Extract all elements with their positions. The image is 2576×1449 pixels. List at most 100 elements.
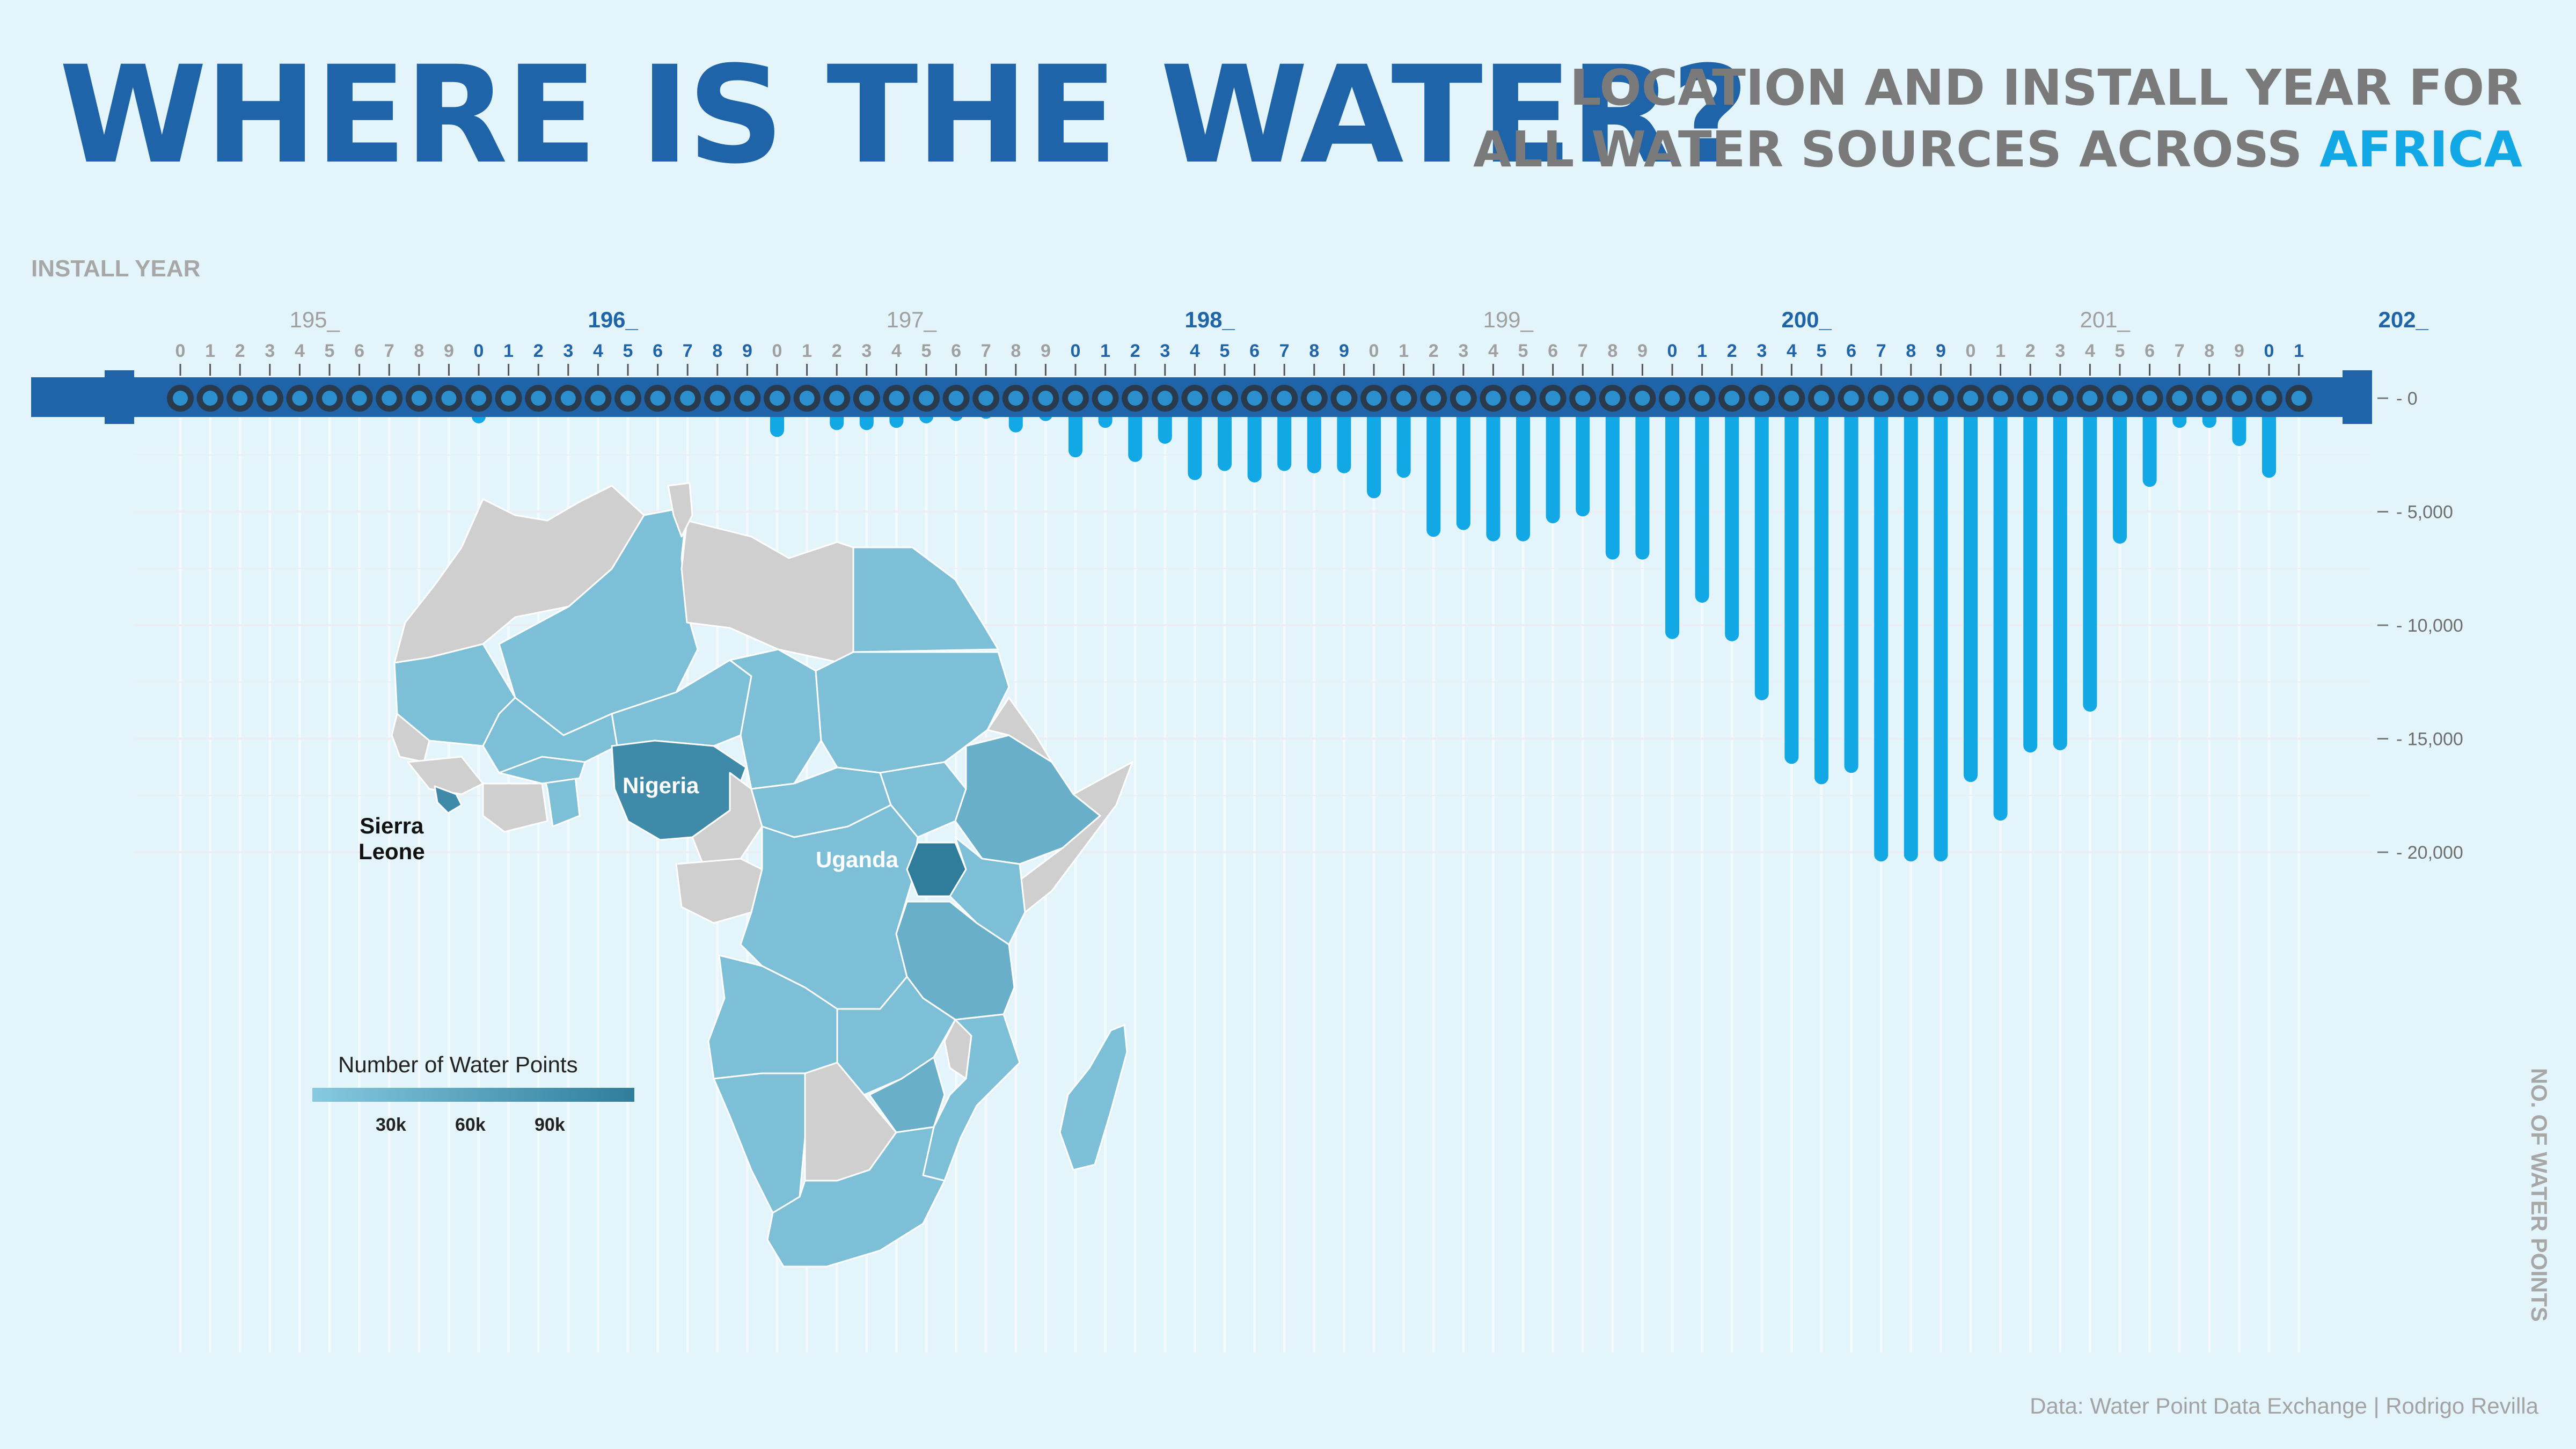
pipe-node-inner [202,391,218,406]
x-tick-label: 7 [683,341,693,361]
pipe-node-inner [1068,391,1083,406]
x-tick-label: 1 [802,341,812,361]
pipe-node-inner [2023,391,2038,406]
pipe-node-inner [173,391,188,406]
x-tick-label: 9 [742,341,752,361]
x-tick-label: 4 [891,341,902,361]
x-tick-label: 4 [295,341,305,361]
map-legend-tick: 90k [535,1115,565,1135]
map-country-somalia [1019,761,1133,913]
map-label-sierra-line-2: Leone [358,839,425,865]
pipe-node-inner [411,391,427,406]
x-tick-label: 9 [1936,341,1946,361]
x-tick-label: 3 [1160,341,1170,361]
x-tick-label: 6 [354,341,364,361]
subtitle-line-1: LOCATION AND INSTALL YEAR FOR [1570,59,2522,116]
x-tick-label: 8 [414,341,424,361]
pipe-node-inner [1605,391,1620,406]
map-country-tunisia [667,482,693,538]
map-label-nigeria: Nigeria [623,773,699,798]
pipe-node-inner [501,391,516,406]
x-tick-label: 6 [1249,341,1260,361]
x-tick-label: 2 [235,341,245,361]
x-tick-label: 5 [325,341,335,361]
subtitle-highlight-africa: AFRICA [2319,121,2522,178]
x-tick-label: 0 [1667,341,1678,361]
source-caption: Data: Water Point Data Exchange | Rodrig… [2030,1393,2538,1418]
pipe-node-inner [889,391,904,406]
x-tick-label: 9 [1339,341,1349,361]
pipe-node-inner [590,391,606,406]
pipe-node-inner [1903,391,1919,406]
x-tick-label: 3 [2055,341,2065,361]
x-tick-label: 8 [2204,341,2214,361]
pipe-node-inner [262,391,277,406]
y-tick-label: - 5,000 [2396,502,2453,523]
pipe-node-inner [620,391,635,406]
x-tick-label: 8 [1607,341,1618,361]
y-axis-title: NO. OF WATER POINTS [2527,1068,2552,1322]
x-tick-label: 5 [1817,341,1827,361]
subtitle-prefix: ALL WATER SOURCES ACROSS [1473,121,2320,178]
x-tick-label: 0 [175,341,186,361]
pipe-node-inner [1694,391,1710,406]
pipe-node-inner [2291,391,2307,406]
map-country-eritrea [986,697,1053,763]
x-tick-label: 7 [1279,341,1290,361]
pipe-node-inner [1426,391,1441,406]
map-country-ivory-coast [482,782,548,833]
x-tick-label: 7 [384,341,394,361]
y-tick-label: - 0 [2396,389,2418,409]
pipe-node-inner [2172,391,2187,406]
pipe-node-inner [919,391,934,406]
pipe-node-inner [1157,391,1173,406]
pipe-node-inner [1545,391,1561,406]
x-tick-label: 1 [1995,341,2006,361]
pipe-node-inner [1336,391,1352,406]
pipe-node-inner [2231,391,2247,406]
pipe-node-inner [740,391,755,406]
pipe-node-inner [232,391,248,406]
pipe-node-inner [680,391,696,406]
pipe-node-inner [1843,391,1859,406]
pipe-node-inner [829,391,845,406]
pipe-coupling-right [2343,370,2372,424]
decade-label: 200_ [1781,307,1832,332]
x-tick-label: 0 [2264,341,2274,361]
x-tick-label: 0 [1966,341,1976,361]
pipe-node-inner [441,391,457,406]
decade-label: 198_ [1184,307,1235,332]
x-tick-label: 3 [265,341,275,361]
pipe-node-inner [322,391,337,406]
x-tick-label: 0 [1369,341,1379,361]
x-tick-label: 5 [2115,341,2125,361]
map-legend-title: Number of Water Points [338,1052,578,1077]
decade-label: 197_ [886,307,936,332]
pipe-node-inner [382,391,397,406]
x-tick-label: 7 [1876,341,1886,361]
pipe-node-inner [859,391,874,406]
map-country-south-africa [766,1126,946,1268]
pipe-node-inner [531,391,546,406]
pipe-node-inner [471,391,486,406]
pipe-node-inner [1306,391,1322,406]
pipe-node-inner [1485,391,1501,406]
x-tick-label: 8 [1309,341,1319,361]
pipe-node-inner [2262,391,2277,406]
x-tick-label: 1 [1399,341,1409,361]
pipe-node-inner [770,391,785,406]
x-tick-label: 2 [533,341,544,361]
x-tick-label: 9 [2234,341,2244,361]
x-tick-label: 3 [1458,341,1468,361]
x-tick-label: 3 [861,341,872,361]
pipe-node-inner [1217,391,1232,406]
pipe-node-inner [1814,391,1829,406]
map-country-guinea [407,756,484,795]
x-tick-label: 5 [1518,341,1528,361]
x-tick-label: 2 [2025,341,2036,361]
x-tick-label: 8 [1906,341,1916,361]
x-tick-label: 4 [2085,341,2095,361]
map-country-sierra-leone [434,785,463,814]
pipe-node-inner [1933,391,1949,406]
map-country-namibia [713,1072,806,1214]
